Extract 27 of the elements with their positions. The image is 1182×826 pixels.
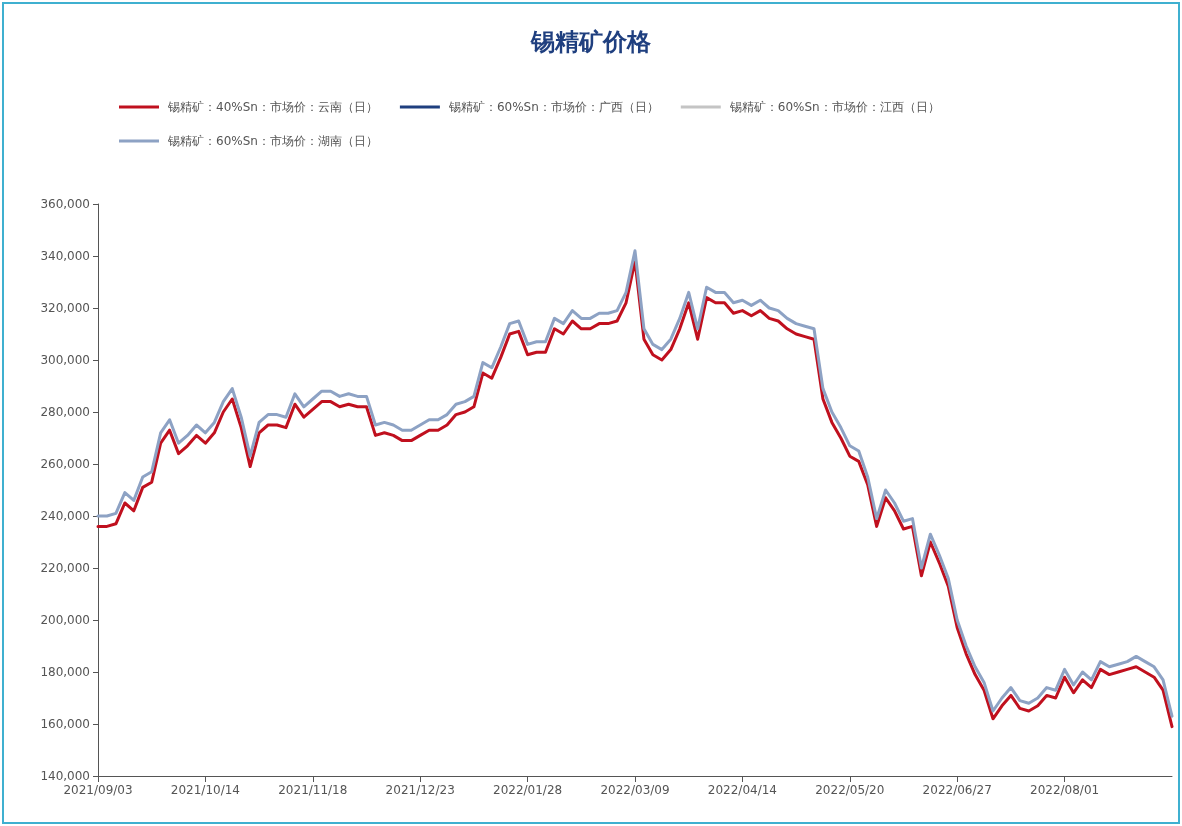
y-tick-label: 200,000 [40,613,90,627]
y-tick-label: 260,000 [40,457,90,471]
y-tick-label: 300,000 [40,353,90,367]
y-tick-label: 360,000 [40,197,90,211]
x-tick-label: 2021/10/14 [170,783,240,797]
y-tick-label: 160,000 [40,717,90,731]
x-tick-label: 2022/06/27 [922,783,992,797]
y-tick-label: 220,000 [40,561,90,575]
y-tick-label: 320,000 [40,301,90,315]
y-tick-label: 280,000 [40,405,90,419]
y-tick-label: 140,000 [40,769,90,783]
y-tick-label: 340,000 [40,249,90,263]
x-tick-label: 2022/08/01 [1030,783,1100,797]
x-tick-label: 2022/01/28 [493,783,563,797]
legend-label: 锡精矿：40%Sn：市场价：云南（日） [167,100,378,114]
x-tick-label: 2022/03/09 [600,783,670,797]
y-tick-label: 180,000 [40,665,90,679]
x-tick-label: 2021/11/18 [278,783,348,797]
legend-label: 锡精矿：60%Sn：市场价：湖南（日） [167,134,378,148]
legend-label: 锡精矿：60%Sn：市场价：江西（日） [728,100,940,114]
x-tick-label: 2022/04/14 [707,783,777,797]
y-tick-label: 240,000 [40,509,90,523]
chart-title: 锡精矿价格 [530,26,652,56]
legend-label: 锡精矿：60%Sn：市场价：广西（日） [447,100,659,114]
x-tick-label: 2021/09/03 [63,783,133,797]
x-tick-label: 2022/05/20 [815,783,885,797]
x-tick-label: 2021/12/23 [385,783,455,797]
